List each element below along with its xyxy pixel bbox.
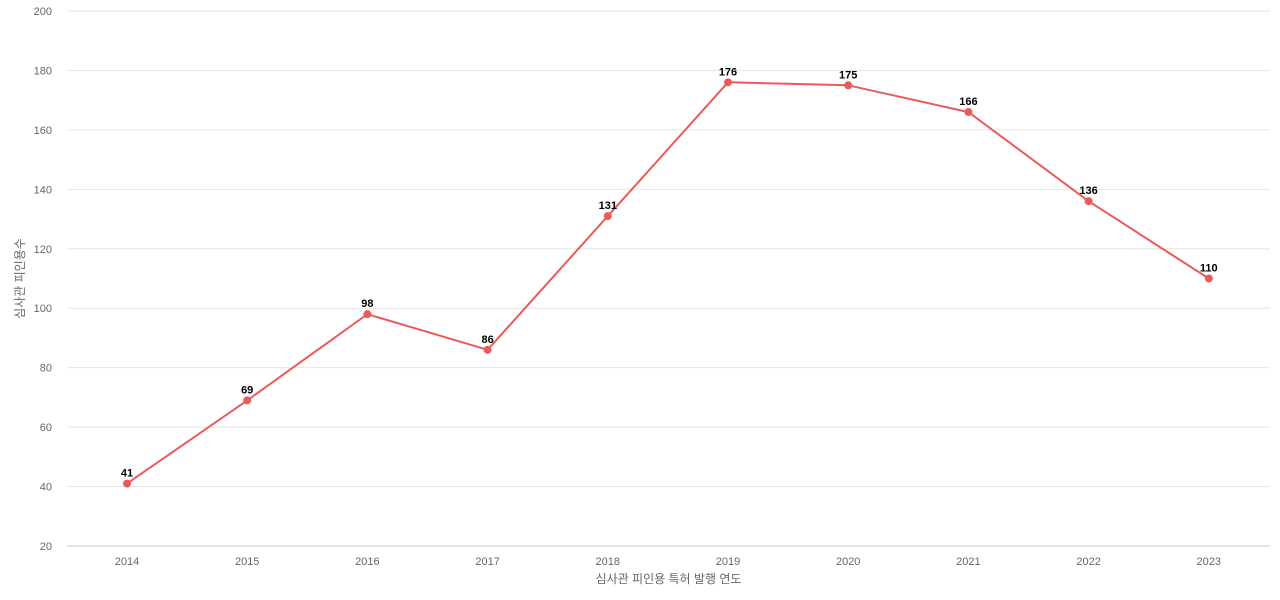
x-tick-label: 2014 xyxy=(115,556,139,568)
y-tick-label: 20 xyxy=(40,541,52,553)
y-tick-label: 80 xyxy=(40,363,52,375)
data-point xyxy=(844,81,853,90)
data-label: 98 xyxy=(361,298,373,310)
y-tick-label: 140 xyxy=(34,184,52,196)
data-label: 69 xyxy=(241,384,253,396)
y-tick-label: 60 xyxy=(40,422,52,434)
x-tick-label: 2023 xyxy=(1197,556,1221,568)
data-point xyxy=(964,108,973,117)
data-label: 175 xyxy=(839,69,857,81)
data-point xyxy=(243,396,252,405)
x-tick-label: 2017 xyxy=(475,556,499,568)
data-point xyxy=(1084,197,1093,206)
x-tick-label: 2022 xyxy=(1076,556,1100,568)
data-labels: 41 69 98 86 131 176 175 166 136 110 xyxy=(121,66,1218,479)
data-points xyxy=(123,78,1213,488)
y-tick-label: 100 xyxy=(34,303,52,315)
x-axis-ticks: 2014 2015 2016 2017 2018 2019 2020 2021 2022 2023 xyxy=(115,556,1221,568)
x-tick-label: 2018 xyxy=(596,556,620,568)
data-point xyxy=(724,78,732,87)
series-line xyxy=(126,81,1210,485)
y-tick-label: 120 xyxy=(34,244,52,256)
data-point xyxy=(483,345,492,354)
data-label: 136 xyxy=(1079,185,1097,197)
y-tick-label: 160 xyxy=(34,125,52,137)
data-label: 166 xyxy=(959,96,977,108)
x-tick-label: 2015 xyxy=(235,556,259,568)
x-axis-title: 심사관 피인용 특허 발행 연도 xyxy=(596,571,742,586)
data-point xyxy=(603,212,612,221)
data-label: 41 xyxy=(121,468,133,480)
y-axis-title: 심사관 피인용수 xyxy=(13,238,27,319)
x-tick-label: 2016 xyxy=(355,556,379,568)
data-point xyxy=(1204,274,1213,283)
y-tick-label: 40 xyxy=(40,482,52,494)
y-axis-ticks: 20 40 60 80 100 120 140 160 180 200 xyxy=(34,6,52,553)
y-tick-label: 200 xyxy=(34,6,52,18)
data-label: 86 xyxy=(481,334,493,346)
grid-lines xyxy=(67,10,1270,488)
data-label: 110 xyxy=(1200,263,1218,275)
x-tick-label: 2021 xyxy=(956,556,980,568)
data-point xyxy=(363,310,372,319)
data-label: 131 xyxy=(599,200,617,212)
data-point xyxy=(123,479,131,488)
y-tick-label: 180 xyxy=(34,65,52,77)
data-label: 176 xyxy=(719,66,737,78)
x-tick-label: 2020 xyxy=(836,556,860,568)
x-tick-label: 2019 xyxy=(716,556,740,568)
